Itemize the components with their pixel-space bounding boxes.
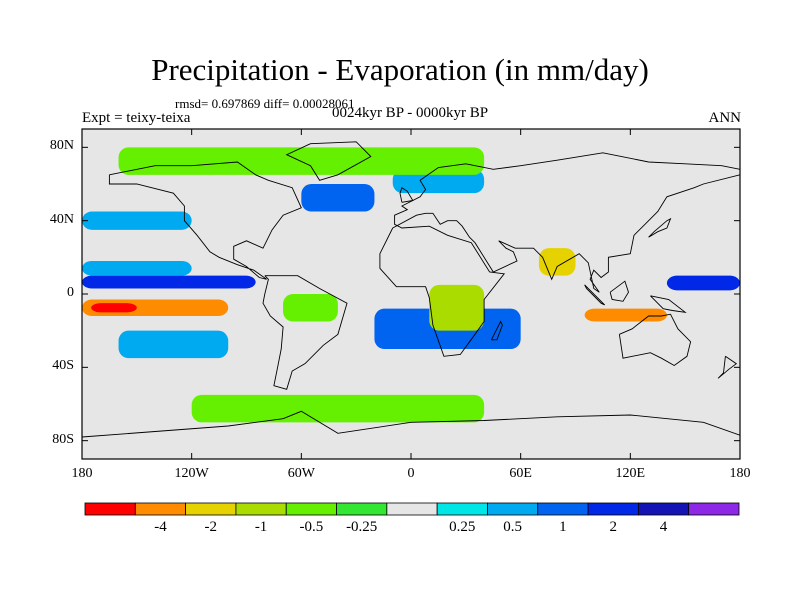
colorbar-swatch — [336, 502, 388, 516]
colorbar-swatch — [386, 502, 438, 516]
field-region-north-pacific-wet — [82, 211, 192, 230]
colorbar-label: -0.25 — [346, 519, 378, 535]
y-tick-label: 40S — [52, 358, 74, 374]
rmsd-stats: rmsd= 0.697869 diff= 0.00028061 — [175, 96, 355, 111]
page-title: Precipitation - Evaporation (in mm/day) — [151, 52, 649, 87]
colorbar-label: 4 — [659, 519, 668, 535]
colorbar-swatch — [688, 502, 740, 516]
tick-marks — [81, 129, 741, 459]
coastline-japan — [648, 217, 672, 238]
field-region-maritime-wet — [666, 275, 740, 291]
field-region-amazon-dry — [283, 294, 338, 322]
colorbar-label: -0.5 — [299, 519, 324, 535]
x-tick-label: 60E — [509, 466, 532, 481]
colorbar-swatch — [235, 502, 287, 516]
colorbar-label: -2 — [204, 519, 218, 535]
coastline-madagascar — [490, 320, 503, 341]
colorbar-label: 0.5 — [503, 519, 522, 535]
colorbar-swatch — [285, 502, 337, 516]
x-tick-label: 120E — [615, 466, 646, 481]
colorbar-swatch — [84, 502, 136, 516]
x-tick-label: 0 — [407, 466, 415, 481]
coastline-new-zealand — [717, 355, 738, 379]
coastline-south-america — [262, 275, 348, 390]
coastline-australia — [618, 313, 692, 367]
coastline-sumatra — [584, 284, 606, 306]
field-region-africa-dry — [429, 284, 485, 331]
coastline-borneo — [609, 280, 629, 302]
field-region-europe-wet — [392, 169, 485, 194]
y-tick-label: 40N — [49, 211, 74, 227]
x-tick-label: 60W — [287, 466, 315, 481]
x-tick-label: 180 — [729, 466, 751, 481]
field-region-indian-ocean-dry — [584, 308, 667, 322]
coastline-new-guinea — [650, 295, 687, 313]
y-tick-label: 0 — [67, 285, 74, 300]
x-tick-label: 120W — [174, 466, 209, 481]
y-tick-label: 80S — [52, 431, 74, 447]
coastline-greenland — [285, 141, 372, 181]
coastline-eurasia-africa — [379, 152, 740, 357]
colorbar — [84, 502, 740, 516]
colorbar-swatch — [436, 502, 488, 516]
field-region-south-pacific-wet — [118, 330, 229, 359]
colorbar-swatch — [487, 502, 539, 516]
coastline-uk — [399, 187, 414, 203]
colorbar-swatch — [637, 502, 690, 516]
coastline-antarctica — [82, 410, 740, 438]
field-region-pacific-north-wet — [82, 261, 192, 276]
colorbar-label: 2 — [609, 519, 617, 535]
period-subtitle: 0024kyr BP - 0000kyr BP — [331, 105, 489, 121]
field-region-pacific-equatorial-wet — [82, 275, 256, 289]
coastline-layer — [82, 141, 740, 438]
colorbar-label: 1 — [559, 519, 567, 535]
field-region-itcz-pacific-dry-core — [91, 303, 137, 313]
field-region-north-atlantic-wet — [301, 184, 375, 212]
field-region-southern-ocean-dry — [191, 394, 485, 423]
colorbar-label: -4 — [154, 519, 167, 535]
x-tick-label: 180 — [71, 466, 93, 481]
colorbar-swatch — [537, 502, 589, 516]
field-region-india-dry — [538, 248, 576, 276]
colorbar-swatch — [134, 502, 187, 516]
colorbar-swatch — [185, 502, 237, 516]
experiment-label: Expt = teixy-teixa — [82, 110, 191, 126]
colorbar-swatch — [587, 502, 639, 516]
colorbar-label: -1 — [254, 519, 268, 535]
coastline-north-america — [108, 161, 302, 280]
season-label: ANN — [708, 110, 742, 126]
y-tick-label: 80N — [49, 138, 74, 154]
colorbar-label: 0.25 — [449, 519, 476, 535]
